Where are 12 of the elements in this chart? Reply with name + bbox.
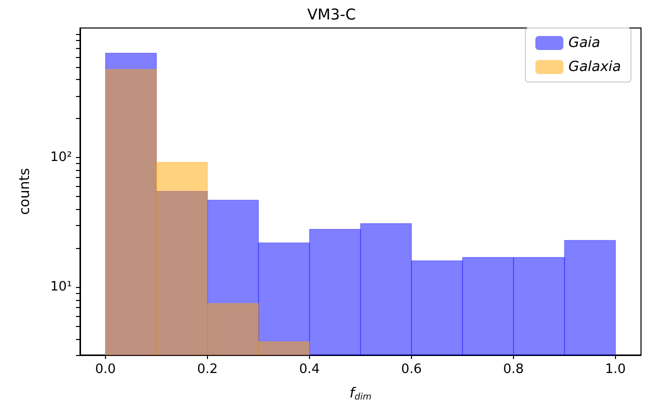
x-tick-label: 0.0 (95, 362, 116, 377)
x-tick-label: 0.6 (401, 362, 422, 377)
y-tick-label: 10² (50, 150, 72, 166)
x-tick-label: 1.0 (605, 362, 626, 377)
x-tick-label: 0.2 (197, 362, 218, 377)
legend-label: Galaxia (568, 59, 622, 75)
legend-label: Gaia (568, 35, 600, 51)
y-axis-title: counts (17, 168, 33, 215)
chart-title: VM3-C (307, 6, 356, 24)
x-tick-label: 0.8 (503, 362, 524, 377)
y-tick-label: 10¹ (50, 280, 72, 295)
x-tick-label: 0.4 (299, 362, 320, 377)
